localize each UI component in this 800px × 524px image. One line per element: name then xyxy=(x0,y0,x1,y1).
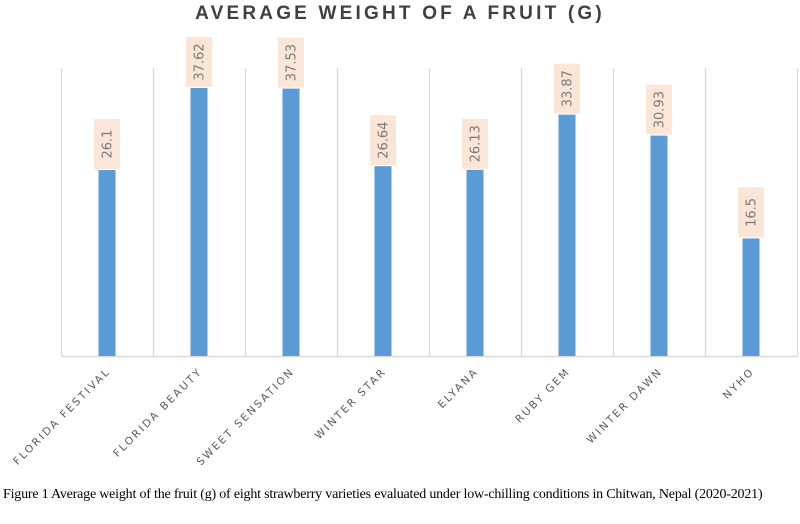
bar-chart: AVERAGE WEIGHT OF A FRUIT (G) 26.1 37.62 3… xyxy=(11,3,799,469)
gridlines xyxy=(60,68,799,358)
bar xyxy=(282,88,300,356)
bar xyxy=(742,238,760,356)
data-label-background xyxy=(554,63,580,114)
data-label-background xyxy=(370,115,396,166)
data-label-background xyxy=(646,84,672,135)
data-label: 26.13 xyxy=(469,125,484,162)
data-label-background xyxy=(738,187,764,238)
bar xyxy=(466,169,484,356)
figure-caption: Figure 1 Average weight of the fruit (g)… xyxy=(3,487,763,502)
data-label-background xyxy=(94,119,120,170)
bar xyxy=(374,166,392,356)
x-tick-label: WINTER STAR xyxy=(313,366,389,442)
data-label: 37.62 xyxy=(193,43,208,80)
x-tick-label: FLORIDA FESTIVAL xyxy=(11,366,113,468)
x-tick-label: RUBY GEM xyxy=(513,366,573,426)
data-label: 37.53 xyxy=(285,44,300,81)
data-label: 26.64 xyxy=(377,122,392,159)
bar xyxy=(558,114,576,357)
data-labels: 26.1 37.62 37.53 26.64 26.13 33.87 30.93 16.5 xyxy=(94,36,764,238)
data-label-background xyxy=(186,36,212,87)
x-tick-label: NYHO xyxy=(721,366,757,402)
bars xyxy=(98,87,760,357)
data-label: 30.93 xyxy=(653,91,668,128)
data-label: 26.1 xyxy=(101,130,116,159)
bar xyxy=(190,87,208,357)
data-label: 16.5 xyxy=(745,198,760,227)
data-label-background xyxy=(462,118,488,169)
data-label: 33.87 xyxy=(561,70,576,107)
bar xyxy=(98,170,116,356)
x-tick-label: WINTER DAWN xyxy=(585,366,666,447)
data-label-background xyxy=(278,37,304,88)
x-tick-label: ELYANA xyxy=(436,366,481,411)
bar xyxy=(650,135,668,356)
chart-title: AVERAGE WEIGHT OF A FRUIT (G) xyxy=(195,3,605,24)
x-tick-label: SWEET SENSATION xyxy=(195,366,298,469)
x-tick-label: FLORIDA BEAUTY xyxy=(111,366,205,460)
